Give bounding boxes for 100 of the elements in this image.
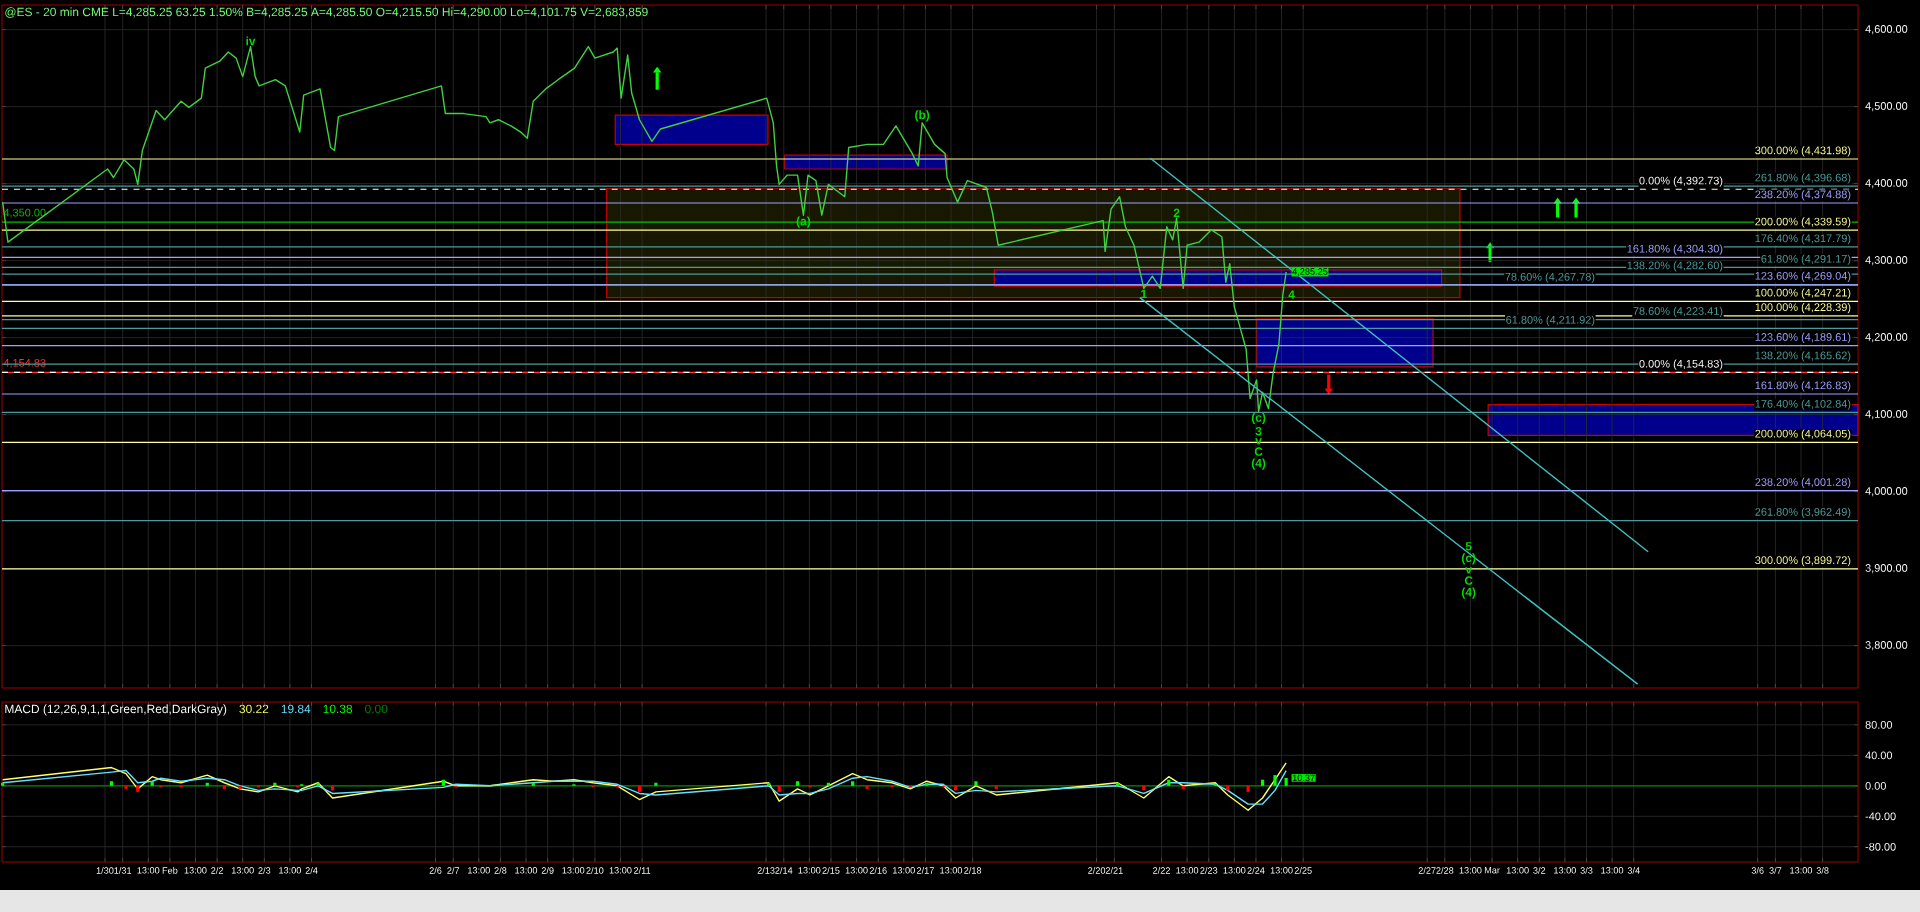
x-tick-label: 2/20 [1088,867,1106,874]
y-tick-label: 40.00 [1865,751,1893,760]
x-tick-label: 13:00 [893,867,915,874]
y-tick-label: 4,400.00 [1865,179,1908,189]
ref-line-label: 261.80% (4,396.68) [1755,173,1851,184]
y-tick-label: 4,600.00 [1865,25,1908,35]
ref-line-label: 176.40% (4,317.79) [1755,234,1851,245]
x-tick-label: 2/17 [916,867,934,874]
ref-line-label: 200.00% (4,064.05) [1755,429,1851,440]
x-tick-label: 2/22 [1153,867,1170,874]
ref-line-label: 78.60% (4,267.78) [1505,272,1595,283]
annotation: (c) [1251,412,1266,425]
annotation: (c) [1461,553,1476,565]
x-tick-label: 2/27 [1418,867,1436,874]
x-tick-label: 13:00 [940,867,963,874]
x-tick-label: 3/7 [1769,867,1782,874]
annotation: 30.22 [239,704,269,714]
x-tick-label: 13:00 [231,867,254,874]
x-tick-label: 13:00 [1176,867,1199,874]
x-tick-label: 3/6 [1751,867,1764,874]
annotation: (b) [915,110,930,122]
annotation: 10.38 [323,704,353,714]
x-tick-label: Mar [1484,867,1500,874]
x-tick-label: 2/2 [211,867,224,874]
ref-line-label: 261.80% (3,962.49) [1755,507,1851,518]
annotation: 5 [1465,542,1472,551]
y-tick-label: 4,500.00 [1865,102,1908,112]
y-tick-label: 4,100.00 [1865,410,1908,420]
x-tick-label: 1/31 [114,867,132,874]
y-tick-label: 4,300.00 [1865,256,1908,266]
x-tick-label: 2/11 [633,867,651,874]
x-tick-label: 13:00 [184,867,207,874]
x-tick-label: 2/28 [1436,867,1454,874]
x-tick-label: 2/23 [1200,867,1218,874]
ref-line-label: 78.60% (4,223.41) [1633,306,1723,318]
x-tick-label: 2/8 [494,867,507,874]
x-tick-label: 13:00 [279,867,302,874]
x-tick-label: 3/3 [1580,867,1593,874]
annotation: 2 [1173,208,1180,217]
ref-line-label: 0.00% (4,154.83) [1639,359,1723,370]
x-tick-label: 2/18 [964,867,982,874]
annotation: (4) [1251,458,1266,470]
x-tick-label: 2/9 [541,867,554,874]
x-tick-label: 13:00 [1270,867,1293,874]
x-tick-label: 13:00 [1506,867,1529,874]
annotation: (4) [1461,587,1476,599]
x-tick-label: 2/10 [586,867,604,874]
ref-line-label: 238.20% (4,374.88) [1755,190,1851,201]
ref-line-label: 4,154.83 [3,358,46,369]
x-tick-label: 2/4 [305,867,318,874]
y-tick-label: -40.00 [1865,812,1896,821]
ref-line-label: 0.00% (4,392.73) [1639,176,1723,187]
x-tick-label: 2/7 [447,867,460,874]
x-tick-label: 2/6 [429,867,442,874]
annotation: 19.84 [281,704,311,714]
x-tick-label: 13:00 [609,867,632,874]
chart-title: MACD (12,26,9,1,1,Green,Red,DarkGray) [5,704,227,716]
x-tick-label: 13:00 [845,867,868,874]
annotation: 3 [1255,426,1262,436]
x-tick-label: 2/13 [757,867,775,874]
ref-line-label: 0.00 [365,704,388,714]
y-tick-label: 0.00 [1865,781,1886,790]
ref-line-label: 176.40% (4,102.84) [1755,399,1851,410]
ref-line-label: 100.00% (4,247.21) [1755,288,1851,299]
x-tick-label: 13:00 [1459,867,1482,874]
ref-line-label: 123.60% (4,269.04) [1755,271,1851,282]
x-tick-label: 13:00 [1554,867,1576,874]
x-tick-label: 3/2 [1533,867,1546,874]
annotation: 4 [1288,290,1295,299]
ref-line-label: 238.20% (4,001.28) [1755,477,1851,489]
x-tick-label: 2/14 [775,867,793,874]
ref-line-label: 138.20% (4,282.60) [1627,261,1723,272]
x-tick-label: 3/8 [1816,867,1829,874]
y-tick-label: 3,900.00 [1865,564,1908,574]
x-tick-label: 2/24 [1247,867,1265,874]
x-tick-label: 13:00 [1223,867,1246,874]
x-tick-label: 2/3 [258,867,271,874]
x-tick-label: 3/4 [1627,867,1640,874]
ref-line-label: 161.80% (4,126.83) [1755,381,1851,392]
annotation: 1 [1141,289,1147,298]
x-tick-label: Feb [162,867,178,874]
x-tick-label: 13:00 [137,867,160,874]
ref-line-label: 300.00% (3,899.72) [1755,556,1851,567]
annotation: iv [246,36,256,46]
x-tick-label: 13:00 [798,867,821,874]
ref-line-label: 61.80% (4,211.92) [1506,315,1595,326]
x-tick-label: 2/15 [822,867,840,874]
x-tick-label: 2/16 [869,867,887,874]
annotation: C [1254,447,1263,456]
ref-line-label: 161.80% (4,304.30) [1627,244,1723,255]
ref-line-label: 61.80% (4,291.17) [1761,254,1851,265]
ref-line-label: 200.00% (4,339.59) [1755,217,1851,228]
ref-line-label: 100.00% (4,228.39) [1755,302,1851,314]
x-tick-label: 2/21 [1105,867,1123,874]
chart-title: @ES - 20 min CME L=4,285.25 63.25 1.50% B=4,285.25 A=4,285.50 O=4,215.50 Hi=4,290.00 Lo=4,101.75 V=2,683,859 [5,7,648,18]
y-tick-label: 80.00 [1865,720,1893,729]
x-tick-label: 2/25 [1294,867,1312,874]
y-tick-label: -80.00 [1865,842,1896,851]
y-tick-label: 4,200.00 [1865,333,1908,343]
ref-line-label: 300.00% (4,431.98) [1755,146,1851,157]
